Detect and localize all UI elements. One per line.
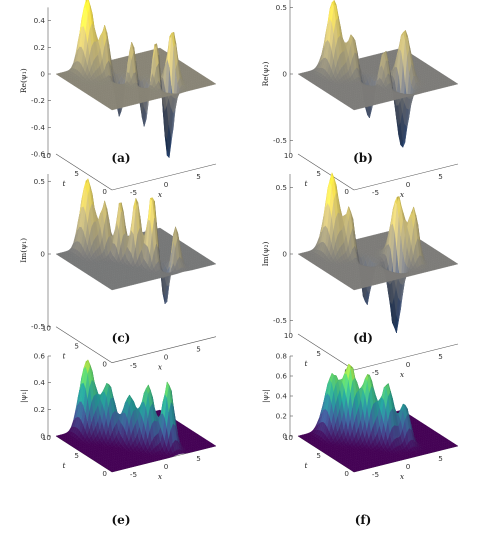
z-tick-label: 0: [40, 250, 45, 259]
z-tick-label: 0: [40, 70, 45, 79]
z-tick-label: 0.4: [34, 16, 46, 25]
z-tick-label: 0.5: [276, 183, 287, 192]
t-tick-label: 10: [42, 324, 52, 333]
t-tick-label: 0: [344, 187, 349, 196]
z-axis-title: Re(ψ₂): [261, 62, 270, 87]
t-tick-label: 10: [42, 151, 52, 160]
z-tick-label: -0.5: [273, 316, 287, 325]
x-tick-label: -5: [372, 188, 379, 197]
x-tick-label: -5: [372, 368, 379, 377]
x-tick-label: -5: [130, 361, 137, 370]
x-axis-title: x: [400, 370, 405, 379]
x-tick-label: 5: [438, 352, 443, 361]
x-tick-label: 0: [406, 360, 411, 369]
t-axis-title: t: [62, 352, 66, 361]
t-tick-label: 0: [102, 187, 107, 196]
z-tick-label: 0.5: [276, 3, 287, 12]
t-axis-title: t: [304, 179, 308, 188]
x-axis-title: x: [158, 363, 163, 372]
x-tick-label: 5: [438, 172, 443, 181]
z-axis-title: Im(ψ₁): [19, 238, 28, 263]
x-tick-label: 5: [196, 172, 201, 181]
t-tick-label: 5: [74, 342, 79, 351]
z-axis-title: Re(ψ₁): [19, 68, 28, 93]
panel-label: (b): [353, 151, 373, 165]
t-tick-label: 5: [316, 169, 321, 178]
z-tick-label: 0.5: [34, 177, 45, 186]
t-tick-label: 10: [284, 331, 294, 340]
x-tick-label: 5: [196, 345, 201, 354]
x-tick-label: 0: [164, 353, 169, 362]
x-axis-title: x: [158, 190, 163, 199]
z-tick-label: 0.2: [34, 43, 45, 52]
z-tick-label: -0.6: [31, 150, 45, 159]
t-tick-label: 10: [284, 151, 294, 160]
x-axis-title: x: [400, 190, 405, 199]
x-axis-line: [111, 163, 217, 191]
x-tick-label: 0: [406, 180, 411, 189]
z-tick-label: 0: [282, 70, 287, 79]
t-axis-title: t: [304, 359, 308, 368]
x-tick-label: -5: [130, 188, 137, 197]
t-axis-title: t: [62, 179, 66, 188]
z-tick-label: -0.2: [31, 96, 45, 105]
panel-b: 0.5 0 -0.5 Re(ψ₂) 10 5 0 t -5 0 5 x (b): [261, 0, 459, 199]
t-tick-label: 0: [102, 360, 107, 369]
surface-mesh: [55, 178, 217, 305]
surface-mesh: [297, 0, 459, 149]
t-tick-label: 5: [316, 349, 321, 358]
z-tick-label: 0: [282, 250, 287, 259]
t-axis-line: [55, 153, 113, 191]
z-axis-title: Im(ψ₂): [261, 242, 270, 267]
z-tick-label: -0.4: [31, 123, 45, 132]
x-tick-label: 0: [164, 180, 169, 189]
panel-label: (a): [111, 151, 130, 165]
z-tick-label: -0.5: [273, 136, 287, 145]
surface-mesh: [55, 0, 217, 159]
t-tick-label: 5: [74, 169, 79, 178]
panel-label: (c): [112, 331, 131, 345]
panel-a: 0.4 0.2 0 -0.2 -0.4 -0.6 Re(ψ₁) 10 5 0 t -5 0 5 x (a): [19, 0, 217, 199]
